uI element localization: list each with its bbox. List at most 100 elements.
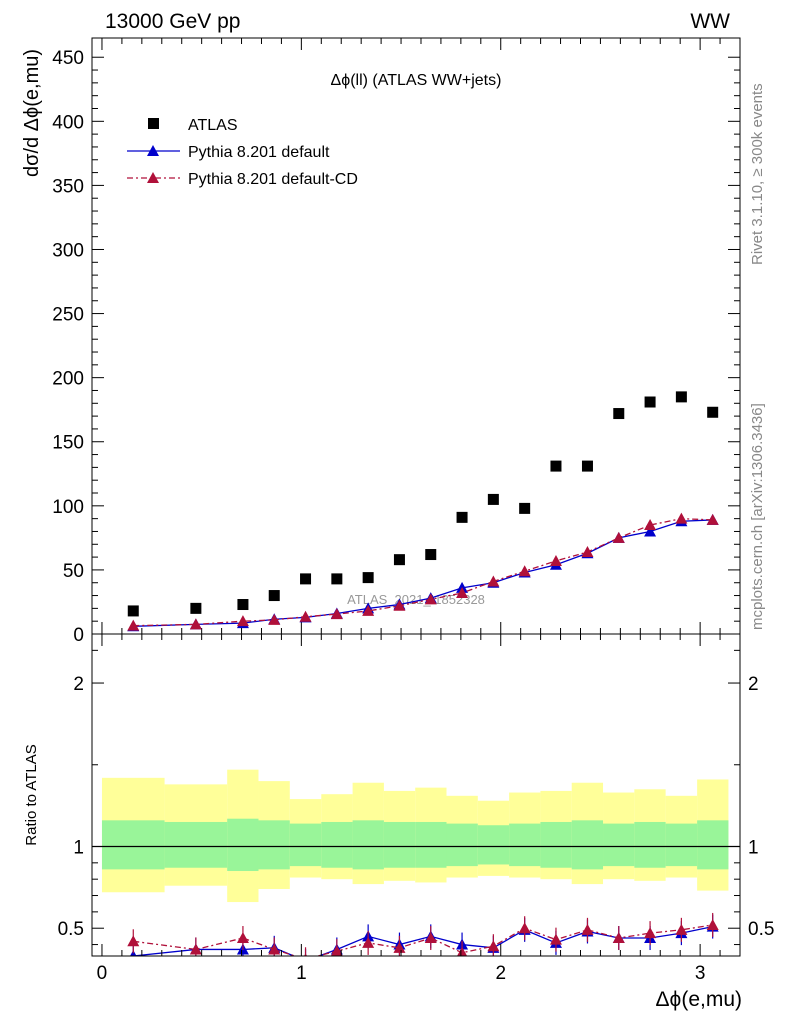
ratio-point bbox=[304, 953, 308, 956]
data-point bbox=[127, 605, 139, 617]
ratio-point bbox=[457, 946, 468, 956]
y-tick-label: 400 bbox=[52, 112, 84, 133]
data-point bbox=[519, 502, 531, 514]
band-inner bbox=[603, 823, 635, 867]
band-inner bbox=[509, 823, 541, 867]
band-inner bbox=[258, 820, 290, 870]
legend-item: Pythia 8.201 default-CD bbox=[127, 171, 358, 188]
watermark: ATLAS_2021_I1852328 bbox=[347, 592, 485, 607]
data-point bbox=[707, 406, 719, 418]
y-tick-label: 50 bbox=[63, 561, 84, 582]
band-inner bbox=[571, 820, 604, 870]
ratio-y-tick-label: 2 bbox=[73, 674, 84, 695]
band-inner bbox=[477, 825, 510, 865]
data-point bbox=[581, 460, 593, 472]
ratio-series-1 bbox=[127, 912, 719, 956]
legend-label: Pythia 8.201 default bbox=[188, 144, 330, 161]
y-tick-label: 100 bbox=[52, 497, 84, 518]
ratio-point bbox=[581, 923, 594, 935]
data-point bbox=[550, 460, 562, 472]
band-inner bbox=[665, 823, 698, 867]
band-inner bbox=[540, 821, 572, 868]
legend-marker bbox=[147, 145, 159, 156]
ratio-point bbox=[424, 932, 437, 944]
x-tick-label: 0 bbox=[97, 963, 108, 984]
ratio-point bbox=[236, 932, 249, 944]
ratio-point bbox=[644, 927, 657, 939]
ratio-point bbox=[330, 945, 343, 956]
band-inner bbox=[446, 823, 478, 867]
data-point bbox=[644, 525, 657, 537]
ratio-line bbox=[133, 924, 713, 956]
data-point bbox=[236, 615, 249, 627]
ratio-plot: 0.5 0.5 1 1 2 2 0 1 2 3 Ratio to ATLAS Δϕ(e,mu) bbox=[23, 633, 774, 1011]
series-line bbox=[133, 517, 713, 627]
ratio-y-tick-label: 1 bbox=[73, 837, 84, 858]
data-point bbox=[268, 613, 281, 625]
data-point bbox=[362, 604, 375, 616]
data-point bbox=[299, 610, 312, 622]
legend: ATLAS Pythia 8.201 default Pythia 8.201 de… bbox=[127, 117, 358, 188]
band-inner bbox=[697, 820, 729, 870]
main-plot: 0 50 100 150 200 250 300 350 400 450 Δϕ(ll) (ATLA… bbox=[21, 37, 741, 646]
ratio-frame bbox=[91, 633, 741, 957]
y-tick-label: 0 bbox=[73, 625, 84, 646]
legend-item: ATLAS bbox=[148, 117, 238, 134]
data-point bbox=[237, 599, 249, 611]
ratio-point bbox=[393, 941, 406, 953]
band-inner bbox=[383, 821, 416, 868]
header-right: WW bbox=[690, 10, 730, 33]
header-left: 13000 GeV pp bbox=[105, 10, 240, 33]
data-point bbox=[644, 519, 657, 531]
ratio-y-tick-label-right: 1 bbox=[748, 837, 759, 858]
ratio-point bbox=[268, 943, 281, 955]
data-point bbox=[675, 391, 687, 403]
band-inner bbox=[227, 818, 259, 872]
band-inner bbox=[415, 821, 447, 868]
legend-label: ATLAS bbox=[188, 117, 238, 134]
series-2 bbox=[127, 512, 719, 631]
band-inner bbox=[352, 820, 384, 870]
x-tick-label: 3 bbox=[695, 963, 706, 984]
legend-label: Pythia 8.201 default-CD bbox=[188, 171, 358, 188]
data-point bbox=[300, 573, 312, 585]
ratio-point bbox=[127, 935, 140, 947]
data-point bbox=[393, 554, 405, 566]
y-tick-label: 350 bbox=[52, 176, 84, 197]
mcplots-label: mcplots.cern.ch [arXiv:1306.3436] bbox=[749, 403, 766, 630]
data-point bbox=[331, 573, 343, 585]
ratio-point bbox=[612, 932, 625, 944]
legend-marker bbox=[147, 172, 159, 183]
x-tick-label: 2 bbox=[495, 963, 506, 984]
series-0 bbox=[127, 391, 719, 617]
data-point bbox=[456, 586, 469, 598]
ratio-point bbox=[549, 933, 562, 945]
data-point bbox=[362, 572, 374, 584]
band-inner bbox=[289, 823, 322, 867]
band-inner bbox=[634, 821, 666, 868]
ratio-y-tick-label: 0.5 bbox=[58, 919, 84, 940]
ratio-y-tick-label-right: 2 bbox=[748, 674, 759, 695]
rivet-label: Rivet 3.1.10, ≥ 300k events bbox=[749, 83, 766, 265]
data-point bbox=[189, 618, 202, 630]
y-tick-label: 200 bbox=[52, 369, 84, 390]
band-inner bbox=[164, 821, 228, 868]
data-point bbox=[424, 593, 437, 605]
ratio-point bbox=[675, 923, 688, 935]
data-point bbox=[487, 575, 500, 587]
ratio-y-tick-label-right: 0.5 bbox=[748, 919, 774, 940]
y-tick-label: 150 bbox=[52, 433, 84, 454]
legend-item: Pythia 8.201 default bbox=[127, 144, 330, 161]
ratio-point bbox=[189, 943, 202, 955]
data-point bbox=[393, 599, 406, 611]
ratio-ticks: 0.5 0.5 1 1 2 2 0 1 2 3 bbox=[58, 634, 774, 984]
data-point bbox=[190, 602, 202, 614]
legend-marker bbox=[148, 118, 159, 129]
y-tick-label: 300 bbox=[52, 240, 84, 261]
y-tick-label: 450 bbox=[52, 48, 84, 69]
ratio-series-0 bbox=[129, 914, 719, 956]
data-point bbox=[613, 408, 625, 420]
data-point bbox=[644, 396, 656, 408]
band-inner bbox=[101, 820, 165, 870]
